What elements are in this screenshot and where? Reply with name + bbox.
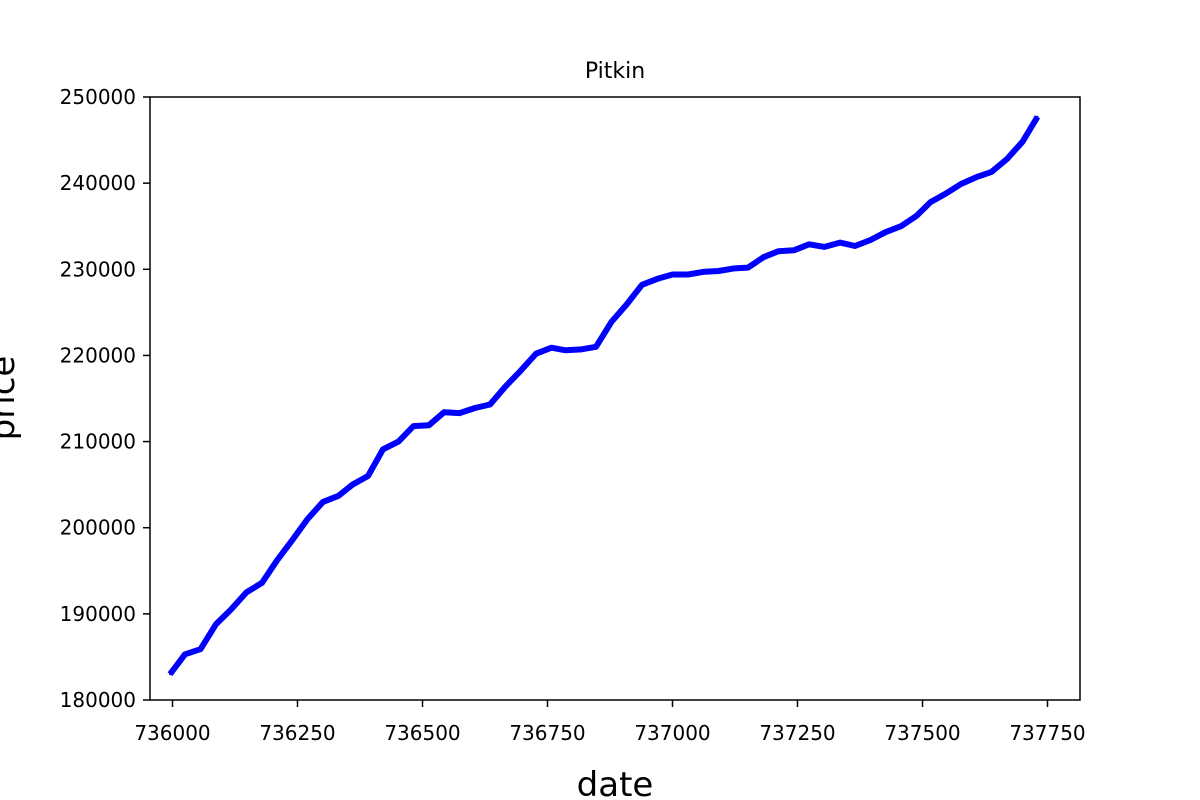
data-point — [762, 256, 765, 259]
y-tick-label: 240000 — [60, 171, 136, 195]
data-point — [230, 608, 232, 611]
data-point — [915, 214, 918, 217]
data-point — [564, 349, 567, 352]
data-point — [733, 267, 735, 270]
data-point — [382, 448, 384, 451]
series-line — [167, 115, 1041, 677]
data-point — [306, 518, 309, 521]
data-point — [351, 483, 354, 486]
data-point — [458, 412, 461, 415]
data-point — [929, 201, 932, 204]
data-point — [169, 673, 171, 676]
y-tick-label: 200000 — [60, 516, 136, 540]
y-axis-label: price — [0, 356, 23, 441]
plot-frame — [149, 96, 1081, 701]
data-point — [550, 346, 553, 349]
x-tick-label: 736500 — [384, 721, 460, 745]
data-point — [884, 231, 887, 234]
data-point — [367, 475, 369, 477]
data-point — [504, 385, 507, 388]
data-point — [535, 352, 537, 355]
data-point — [656, 277, 659, 280]
data-point — [489, 403, 491, 406]
data-point — [702, 270, 704, 273]
y-tick-label: 180000 — [60, 688, 136, 712]
plot-area — [167, 115, 1041, 677]
data-point — [1006, 158, 1008, 160]
data-point — [443, 411, 445, 414]
x-axis: 736000 736250 736500 736750 737000 737250 7375… — [134, 700, 1086, 745]
data-point — [777, 250, 780, 253]
data-point — [412, 425, 415, 428]
data-point — [641, 283, 643, 286]
data-point — [945, 192, 947, 195]
y-tick-label: 190000 — [60, 602, 136, 626]
y-tick-label: 230000 — [60, 257, 136, 281]
data-point — [610, 320, 613, 323]
y-tick-label: 220000 — [60, 343, 136, 367]
data-point — [245, 591, 248, 594]
data-point — [900, 225, 902, 228]
data-point — [322, 500, 324, 503]
data-point — [808, 243, 810, 246]
data-point — [291, 538, 294, 541]
data-point — [1036, 115, 1039, 118]
x-tick-label: 737000 — [634, 721, 710, 745]
y-axis: 180000 190000 200000 210000 220000 230000 2400… — [60, 85, 150, 712]
data-point — [1021, 140, 1024, 143]
data-point — [215, 623, 217, 626]
data-point — [428, 424, 430, 427]
x-tick-label: 736750 — [509, 721, 585, 745]
data-point — [671, 273, 674, 276]
data-point — [397, 440, 400, 443]
data-point — [261, 581, 263, 584]
y-tick-label: 210000 — [60, 430, 136, 454]
x-tick-label: 736250 — [259, 721, 335, 745]
x-axis-label: date — [577, 765, 654, 800]
chart-title: Pitkin — [585, 59, 645, 84]
data-point — [595, 345, 597, 348]
data-point — [687, 273, 689, 276]
x-tick-label: 736000 — [134, 721, 210, 745]
data-point — [625, 303, 628, 306]
data-point — [975, 176, 978, 179]
x-tick-label: 737750 — [1009, 721, 1085, 745]
data-point — [276, 559, 278, 562]
x-tick-label: 737500 — [884, 721, 960, 745]
data-point — [184, 653, 186, 656]
data-point — [854, 245, 856, 247]
data-point — [519, 369, 522, 372]
data-point — [869, 239, 872, 241]
data-point — [839, 241, 841, 244]
data-point — [747, 266, 749, 269]
data-point — [474, 407, 476, 409]
x-tick-label: 737250 — [759, 721, 835, 745]
data-point — [717, 270, 720, 272]
y-tick-label: 250000 — [60, 85, 136, 109]
data-point — [337, 494, 340, 497]
data-point — [960, 183, 962, 185]
data-point — [990, 170, 993, 173]
data-point — [580, 348, 582, 351]
data-point — [793, 249, 795, 252]
data-point — [199, 648, 202, 651]
data-point — [823, 245, 826, 248]
